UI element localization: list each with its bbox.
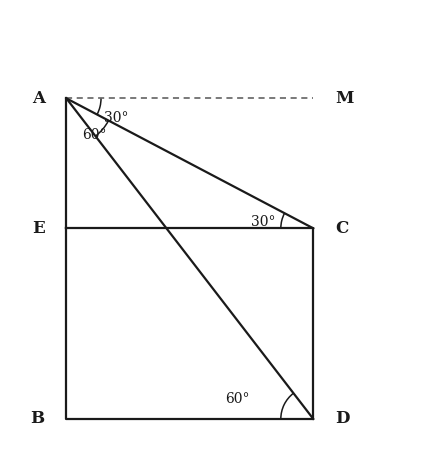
Text: C: C xyxy=(335,220,348,237)
Text: A: A xyxy=(32,90,45,107)
Text: M: M xyxy=(335,90,353,107)
Text: 60°: 60° xyxy=(225,392,250,407)
Text: D: D xyxy=(335,410,350,428)
Text: B: B xyxy=(31,410,45,428)
Text: 60°: 60° xyxy=(82,128,107,142)
Text: 30°: 30° xyxy=(104,111,129,125)
Text: 30°: 30° xyxy=(251,215,276,229)
Text: E: E xyxy=(32,220,45,237)
